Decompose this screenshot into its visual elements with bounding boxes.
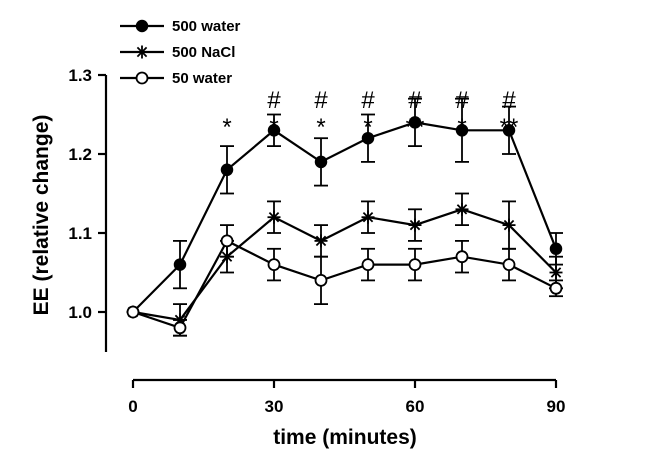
legend-label: 500 NaCl — [172, 44, 235, 61]
series-500-nacl — [126, 192, 563, 337]
x-tick-label: 30 — [265, 397, 284, 416]
x-tick-label: 60 — [406, 397, 425, 416]
data-point — [455, 250, 469, 264]
data-point — [267, 258, 281, 272]
significance-marker: * — [457, 114, 466, 141]
data-point — [267, 124, 281, 137]
annotations: *#*#*#*#**#*#** — [222, 87, 518, 141]
legend-entry: 500 NaCl — [120, 44, 235, 61]
x-axis-title: time (minutes) — [273, 426, 417, 449]
series-line — [132, 121, 558, 313]
significance-marker: * — [222, 114, 231, 141]
x-tick-label: 90 — [547, 397, 566, 416]
data-point — [314, 234, 328, 248]
y-tick-label: 1.3 — [68, 66, 92, 85]
data-point — [549, 242, 563, 256]
data-point — [549, 266, 563, 279]
data-point — [126, 305, 140, 319]
data-point — [220, 234, 234, 248]
y-tick-label: 1.2 — [68, 145, 92, 164]
legend-marker — [135, 45, 149, 59]
series-line — [132, 208, 557, 322]
series-layer — [126, 97, 563, 337]
data-point — [502, 218, 516, 232]
series-50-water — [126, 224, 563, 337]
legend-label: 500 water — [172, 18, 241, 35]
ticks: 0 30 60 90 1.0 1.1 1.2 1.3 — [68, 66, 565, 416]
axes — [104, 75, 556, 382]
data-point — [314, 273, 328, 287]
data-point — [220, 163, 234, 177]
y-axis-title: EE (relative change) — [30, 115, 53, 316]
data-point — [455, 124, 469, 137]
significance-marker: * — [269, 114, 278, 141]
data-point — [408, 258, 422, 272]
legend-entry: 50 water — [120, 70, 232, 87]
y-tick-label: 1.1 — [68, 224, 92, 243]
legend-marker — [135, 19, 149, 33]
x-tick-label: 0 — [128, 397, 137, 416]
series-500-water — [126, 97, 563, 319]
legend-marker — [135, 71, 149, 85]
significance-marker: # — [361, 87, 375, 114]
data-point — [267, 210, 281, 224]
significance-marker: * — [363, 114, 372, 141]
series-line — [132, 239, 557, 330]
significance-marker: # — [314, 87, 328, 114]
significance-marker: # — [502, 87, 516, 114]
significance-marker: ** — [406, 114, 425, 141]
significance-marker: # — [267, 87, 281, 114]
legend-label: 50 water — [172, 70, 232, 87]
data-point — [408, 116, 422, 129]
y-tick-label: 1.0 — [68, 303, 92, 322]
data-point — [502, 258, 516, 272]
data-point — [361, 131, 375, 145]
significance-marker: ** — [500, 114, 519, 141]
data-point — [173, 258, 187, 271]
data-point — [502, 124, 516, 137]
legend-entry: 500 water — [120, 18, 241, 35]
data-point — [549, 281, 563, 295]
significance-marker: # — [408, 87, 422, 114]
significance-marker: * — [316, 114, 325, 141]
data-point — [408, 218, 422, 232]
data-point — [455, 202, 469, 216]
data-point — [173, 321, 187, 335]
legend: 500 water 500 NaCl 50 water — [120, 18, 241, 87]
data-point — [314, 155, 328, 169]
data-point — [361, 210, 375, 224]
data-point — [361, 258, 375, 272]
significance-marker: # — [455, 87, 469, 114]
